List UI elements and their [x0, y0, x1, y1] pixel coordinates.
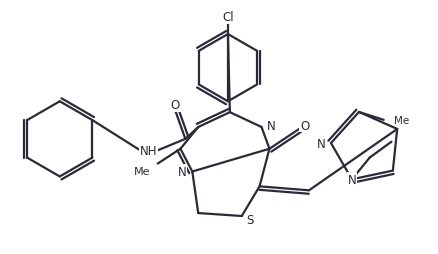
Text: NH: NH	[140, 145, 157, 158]
Text: S: S	[246, 214, 254, 227]
Text: Cl: Cl	[222, 11, 233, 24]
Text: N: N	[317, 137, 325, 150]
Text: N: N	[347, 173, 356, 186]
Text: Me: Me	[134, 166, 150, 176]
Text: O: O	[300, 119, 309, 132]
Text: N: N	[266, 119, 275, 132]
Text: O: O	[170, 98, 180, 111]
Text: N: N	[177, 165, 186, 178]
Text: Me: Me	[133, 166, 148, 176]
Text: Me: Me	[393, 115, 408, 125]
